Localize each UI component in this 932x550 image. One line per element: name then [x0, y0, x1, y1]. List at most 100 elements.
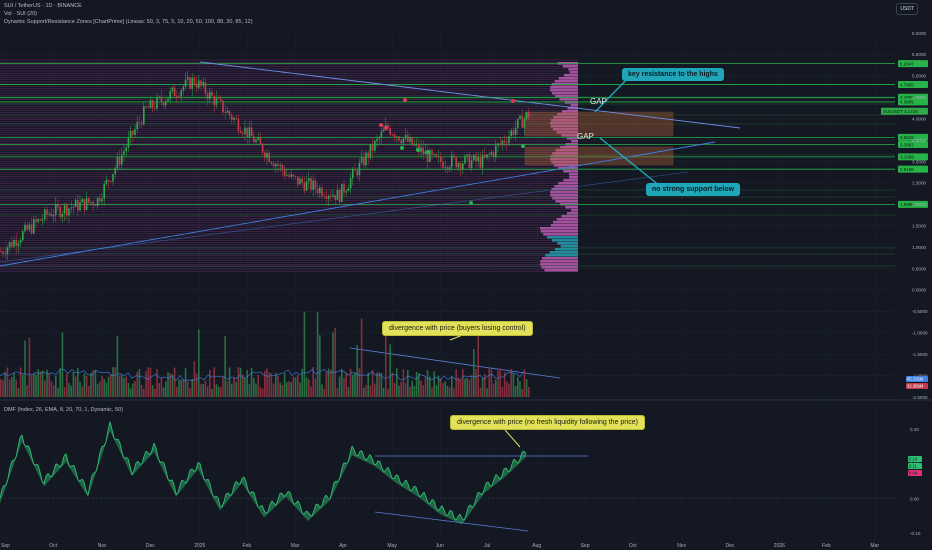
level-tag — [898, 133, 928, 141]
volume-bar — [169, 373, 171, 397]
volume-bar — [26, 385, 28, 397]
dmf-line — [299, 504, 303, 513]
volume-bar — [162, 387, 165, 397]
dmf-line — [497, 476, 501, 480]
dmf-fill — [262, 505, 264, 518]
dmf-line — [11, 459, 15, 462]
dmf-line — [459, 513, 463, 519]
dmf-line — [371, 457, 375, 465]
candle-body — [237, 118, 240, 131]
candle-body — [473, 155, 475, 161]
dmf-line — [319, 505, 323, 509]
volume-bar — [101, 375, 103, 397]
callout-pointer — [594, 75, 631, 113]
volume-bar — [180, 379, 182, 397]
candle-body — [279, 164, 281, 166]
volume-bar — [363, 387, 365, 397]
dmf-line — [421, 491, 425, 495]
dmf-fill — [242, 477, 244, 487]
dmf-fill — [94, 471, 96, 479]
volume-profile-bar — [558, 182, 578, 185]
volume-profile-bar — [549, 251, 578, 254]
dmf-line — [199, 463, 203, 472]
volume-bar — [44, 380, 46, 397]
volume-bar — [391, 372, 394, 397]
dmf-fill — [494, 474, 496, 486]
dmf-line — [67, 461, 71, 468]
level-tag — [898, 200, 928, 208]
dmf-fill — [478, 492, 480, 502]
volume-bar — [486, 388, 488, 397]
y-tick-label: 6.0000 — [912, 31, 926, 36]
dmf-line — [283, 494, 287, 497]
dmf-line — [317, 504, 321, 509]
candle-body — [264, 152, 266, 158]
candle-body — [66, 205, 68, 216]
dmf-line — [393, 474, 397, 479]
dmf-fill — [190, 468, 192, 480]
volume-bar — [470, 374, 473, 397]
dmf-line — [519, 452, 523, 460]
dmf-line — [133, 462, 137, 471]
volume-profile-bar — [540, 260, 578, 263]
volume-bar — [418, 373, 420, 397]
dmf-line — [73, 465, 77, 472]
y-tick-label: 3.5000 — [912, 138, 926, 143]
dmf-line — [353, 449, 357, 456]
x-tick-label: Sep — [581, 543, 590, 549]
dmf-line — [523, 450, 527, 455]
volume-bar — [308, 379, 310, 397]
dmf-fill — [10, 460, 12, 476]
volume-bar — [191, 379, 193, 397]
dmf-line — [349, 445, 353, 455]
volume-bar — [187, 381, 189, 397]
volume-bar — [495, 379, 497, 397]
price-candles — [0, 71, 530, 261]
volume-bar — [83, 372, 86, 397]
candle-body — [46, 209, 48, 215]
dmf-fill — [148, 452, 150, 459]
last-price-label: SUIUSDT 4.1728 — [883, 109, 918, 114]
dmf-line — [477, 492, 481, 494]
volume-bar — [158, 383, 160, 397]
volume-profile-bar — [553, 221, 578, 224]
dmf-line — [195, 462, 199, 471]
candle-body — [72, 206, 75, 208]
dmf-fill — [2, 485, 4, 499]
candle-body — [101, 198, 103, 202]
volume-bar — [288, 380, 290, 397]
dmf-tag — [908, 470, 922, 476]
dmf-fill — [424, 492, 426, 504]
dmf-line — [217, 497, 221, 506]
dmf-fill — [138, 461, 140, 470]
currency-badge[interactable]: USDT — [896, 3, 918, 15]
volume-bar — [57, 387, 59, 397]
dmf-line — [171, 479, 175, 485]
dmf-fill — [72, 465, 74, 475]
candle-body — [297, 176, 299, 185]
volume-bar — [275, 372, 277, 397]
dmf-line — [157, 457, 161, 463]
candle-body — [343, 184, 345, 193]
volume-bar — [242, 374, 244, 397]
dmf-fill — [368, 454, 370, 464]
candle-body — [360, 156, 363, 163]
candle-body — [341, 184, 343, 202]
candle-body — [512, 130, 515, 135]
volume-bar — [411, 380, 413, 397]
buy-marker — [521, 144, 525, 148]
candle-body — [26, 224, 28, 230]
dmf-fill — [516, 461, 518, 467]
volume-bar — [396, 368, 398, 397]
volume-bar — [356, 345, 358, 397]
dmf-line — [313, 504, 317, 511]
volume-bar — [140, 384, 143, 397]
dmf-line — [163, 462, 167, 472]
candle-body — [28, 224, 31, 230]
dmf-fill — [236, 481, 238, 491]
dmf-line — [385, 467, 389, 471]
volume-bar — [294, 377, 297, 397]
volume-bar — [492, 383, 495, 397]
candle-body — [37, 219, 39, 222]
